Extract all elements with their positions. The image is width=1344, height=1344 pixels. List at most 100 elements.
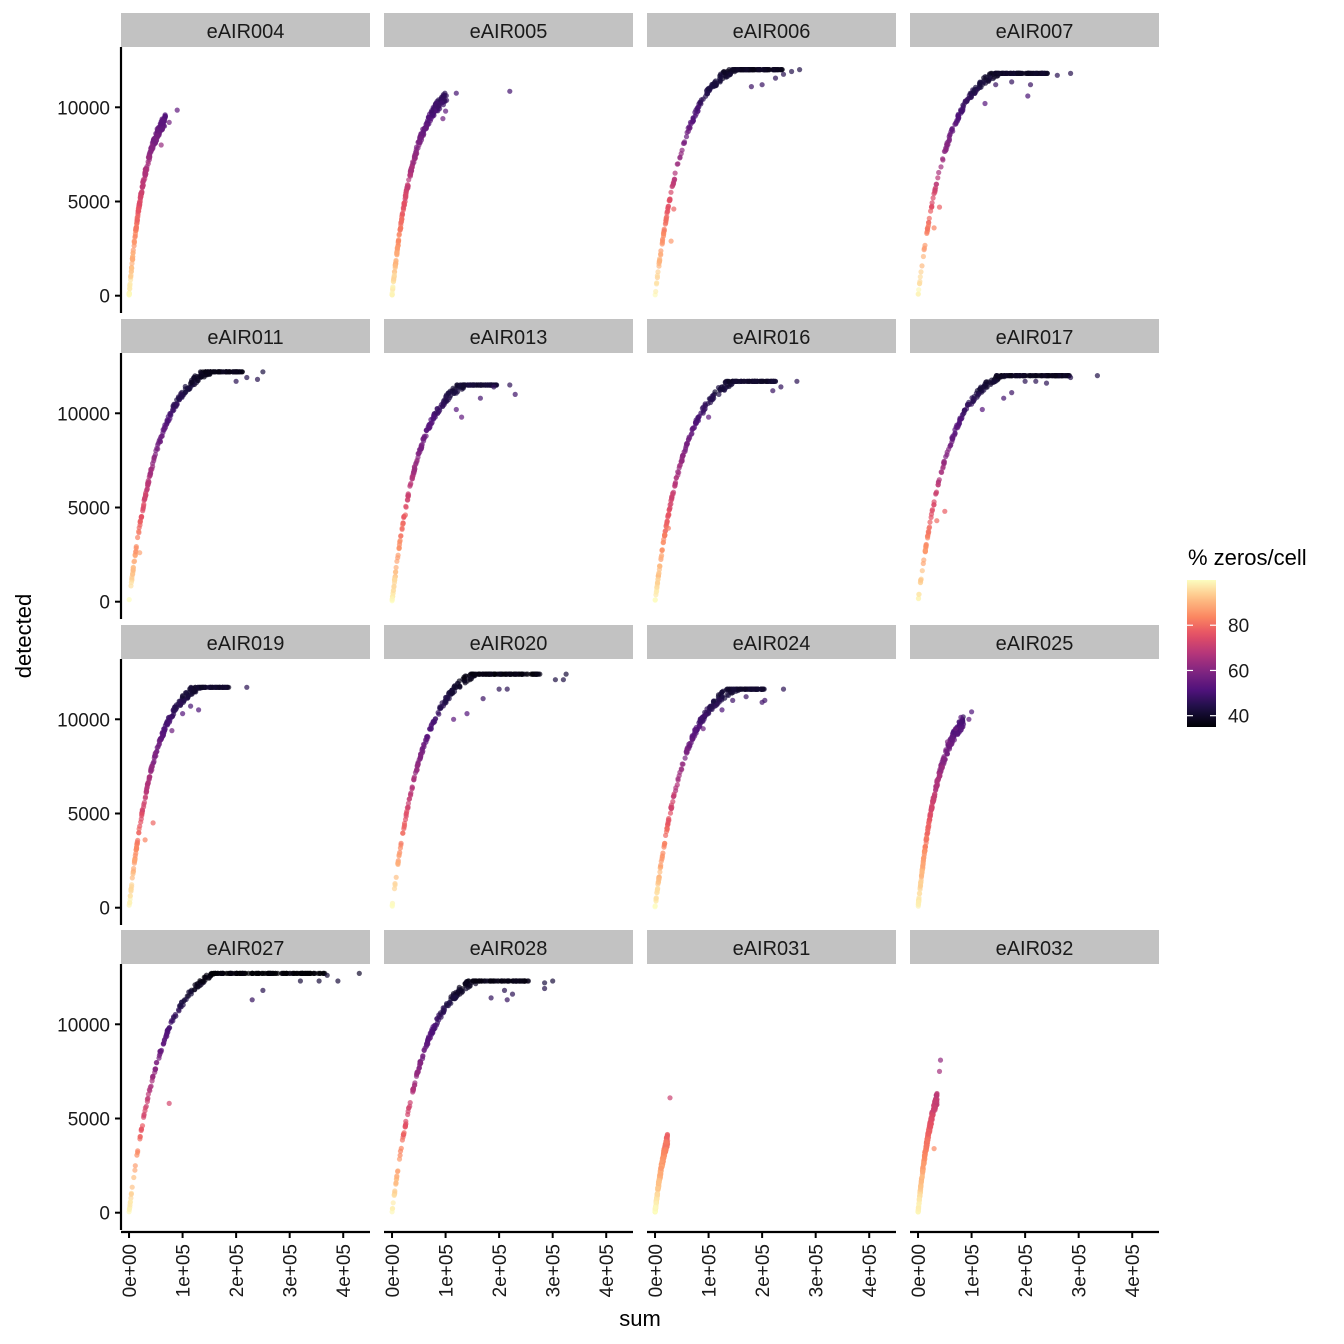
data-point	[133, 844, 140, 850]
data-point	[656, 570, 662, 576]
data-point	[925, 535, 931, 541]
data-point	[1027, 373, 1033, 379]
data-point	[917, 274, 923, 280]
data-point	[676, 463, 683, 469]
data-point	[157, 1048, 164, 1054]
data-point	[680, 452, 686, 458]
data-point	[127, 900, 133, 906]
data-point-outlier	[993, 82, 999, 88]
data-point	[130, 871, 136, 877]
legend-label: 40	[1228, 707, 1249, 728]
data-point	[405, 800, 411, 807]
data-point	[775, 67, 781, 73]
data-point	[404, 808, 410, 814]
data-point-outlier	[504, 686, 510, 692]
data-point	[401, 200, 407, 206]
data-point	[660, 540, 666, 546]
data-point	[720, 688, 726, 694]
data-point-outlier	[507, 88, 513, 94]
data-point	[403, 194, 409, 200]
data-point	[934, 1090, 940, 1097]
data-point	[921, 247, 927, 253]
data-point	[690, 118, 696, 124]
data-point	[410, 1087, 416, 1093]
data-point	[192, 987, 198, 993]
facet-strip	[384, 319, 633, 353]
y-tick-label: 5000	[68, 498, 110, 519]
data-point	[405, 492, 412, 498]
data-point	[129, 1184, 135, 1190]
data-point	[408, 168, 414, 174]
data-point	[427, 726, 433, 732]
x-tick-label: 0e+00	[646, 1244, 667, 1297]
data-point-outlier	[174, 107, 180, 113]
facet-strip-label: eAIR031	[733, 938, 811, 960]
data-point	[957, 416, 963, 422]
data-point-outlier	[316, 978, 322, 984]
data-point-outlier	[743, 694, 749, 700]
data-point	[445, 1003, 451, 1009]
data-point	[400, 830, 406, 836]
data-point	[754, 378, 760, 384]
data-point	[501, 671, 507, 677]
data-point	[228, 970, 234, 977]
data-point	[731, 686, 737, 692]
data-point	[742, 378, 748, 384]
data-point	[135, 1148, 141, 1154]
data-point	[915, 1206, 922, 1212]
data-point	[943, 147, 949, 153]
data-point	[978, 385, 984, 391]
data-point	[138, 1126, 145, 1132]
data-point	[977, 79, 983, 85]
data-point	[653, 1200, 659, 1206]
data-point	[182, 690, 189, 696]
data-point	[195, 377, 201, 384]
data-point	[685, 436, 692, 442]
data-point	[130, 564, 136, 571]
data-point	[156, 1055, 162, 1061]
data-point	[724, 692, 730, 698]
data-point-outlier	[440, 116, 446, 122]
data-point	[438, 1014, 444, 1020]
facet-panel-eAIR005: eAIR005	[384, 13, 633, 298]
points	[652, 378, 800, 603]
facet-strip	[647, 319, 896, 353]
facet-strip	[910, 625, 1159, 659]
data-point	[169, 1018, 175, 1024]
data-point	[287, 970, 294, 977]
data-point	[508, 671, 514, 677]
data-point	[187, 380, 194, 387]
data-point	[138, 190, 144, 196]
data-point	[915, 291, 921, 297]
points	[915, 1057, 944, 1215]
data-point	[128, 268, 134, 274]
data-point	[415, 762, 421, 768]
data-point-outlier	[480, 696, 486, 702]
data-point	[146, 774, 152, 781]
facet-strip-label: eAIR019	[207, 633, 285, 655]
data-point	[392, 882, 398, 888]
data-point	[172, 704, 178, 711]
data-point	[918, 1179, 925, 1185]
data-point	[712, 389, 718, 395]
data-point	[137, 1133, 143, 1140]
facet-strip	[647, 930, 896, 964]
data-point	[920, 1164, 926, 1170]
points	[652, 67, 803, 298]
data-point-outlier	[356, 970, 362, 977]
data-point	[933, 785, 939, 791]
data-point	[1006, 373, 1013, 379]
data-point	[917, 883, 924, 889]
data-point	[134, 1152, 140, 1158]
data-point	[131, 240, 137, 246]
data-point	[398, 533, 404, 539]
data-point	[656, 1177, 662, 1183]
data-point	[477, 382, 483, 388]
data-point	[425, 117, 431, 124]
data-point	[663, 1146, 669, 1152]
data-point	[952, 121, 958, 127]
data-point	[133, 544, 139, 550]
data-point-outlier	[166, 119, 172, 125]
data-point	[926, 525, 932, 531]
data-point	[661, 226, 667, 232]
